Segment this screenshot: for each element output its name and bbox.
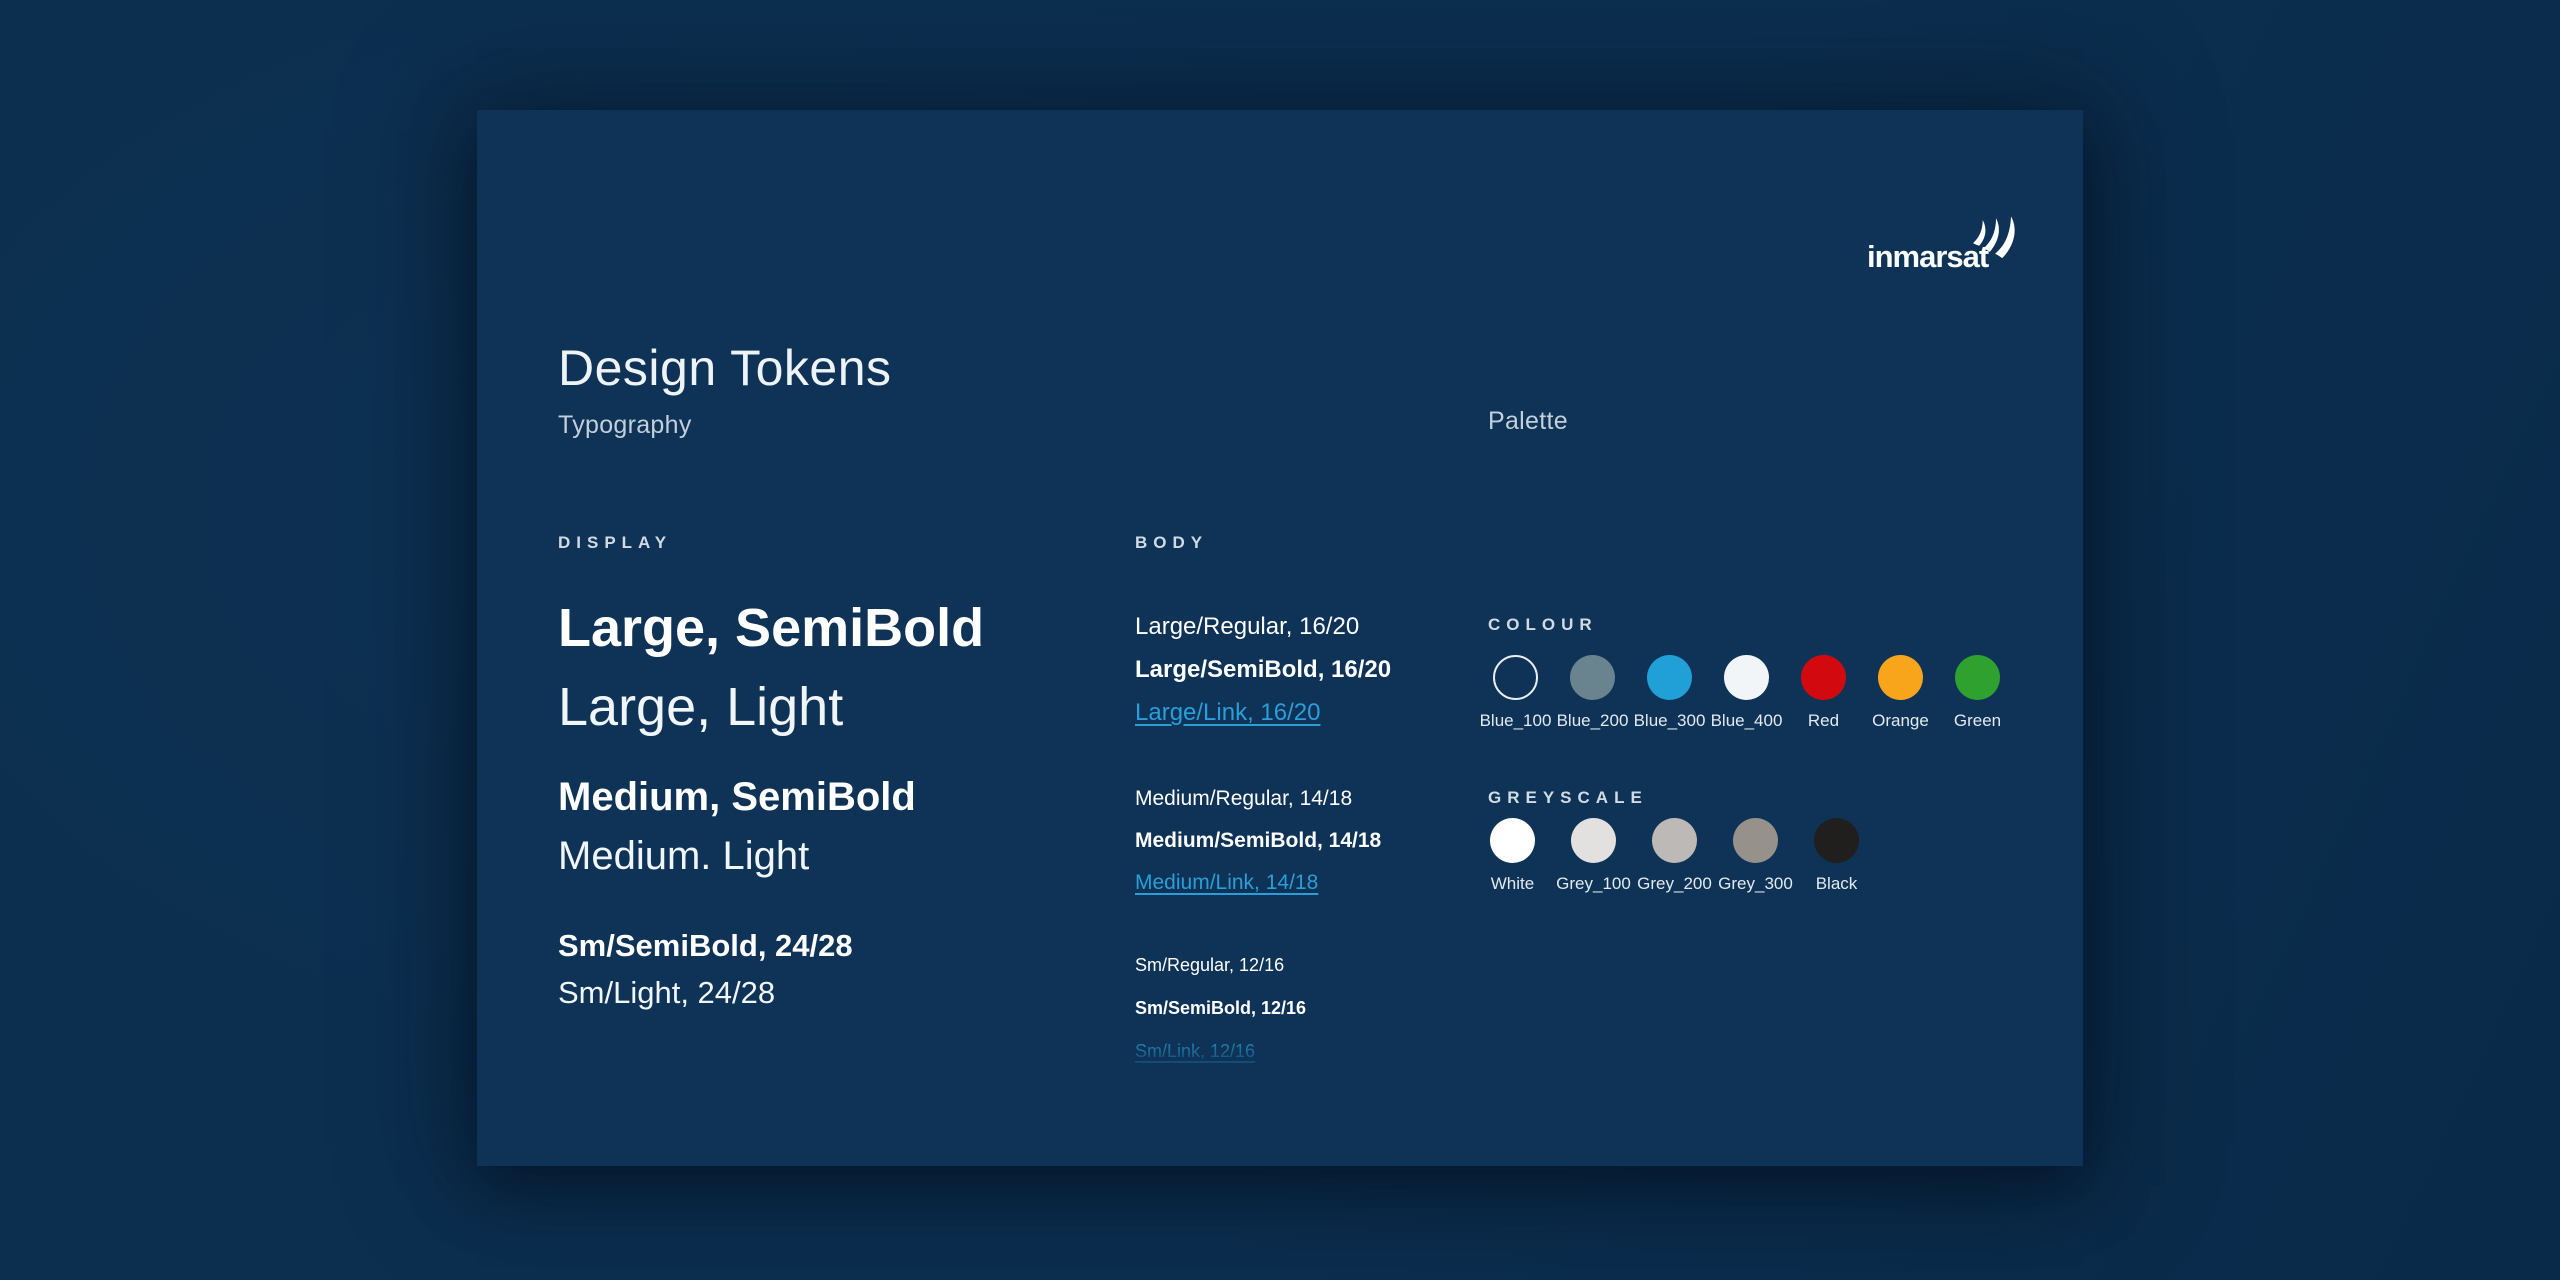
type-sample-medium-light: Medium. Light — [558, 834, 810, 878]
swatch-label-blue-100: Blue_100 — [1479, 711, 1552, 730]
swatch-label-grey-100: Grey_100 — [1556, 874, 1631, 893]
swatch-white: White — [1472, 818, 1553, 894]
greyscale-heading: GREYSCALE — [1488, 788, 1648, 807]
swatch-label-blue-200: Blue_200 — [1556, 711, 1629, 730]
palette-section-label: Palette — [1488, 407, 1568, 435]
body-sample-large-regular: Large/Regular, 16/20 — [1135, 613, 1360, 640]
swatch-circle-white — [1490, 818, 1535, 863]
body-sample-medium-link[interactable]: Medium/Link, 14/18 — [1135, 871, 1319, 894]
body-sample-medium-semibold: Medium/SemiBold, 14/18 — [1135, 829, 1382, 852]
type-sample-sm-light: Sm/Light, 24/28 — [558, 975, 776, 1010]
swatch-circle-blue-100 — [1493, 655, 1538, 700]
swatch-circle-grey-100 — [1571, 818, 1616, 863]
swatch-grey-100: Grey_100 — [1553, 818, 1634, 894]
body-sm-group: Sm/Regular, 12/16 Sm/SemiBold, 12/16 Sm/… — [1135, 953, 1465, 1063]
swatch-red: Red — [1785, 655, 1862, 731]
swatch-label-blue-400: Blue_400 — [1710, 711, 1783, 730]
colour-swatch-row: Blue_100 Blue_200 Blue_300 Blue_400 Red — [1477, 655, 2037, 731]
body-heading: BODY — [1135, 533, 1209, 552]
swatch-label-grey-200: Grey_200 — [1637, 874, 1712, 893]
inmarsat-wordmark: inmarsat — [1867, 239, 1989, 274]
swatch-grey-300: Grey_300 — [1715, 818, 1796, 894]
swatch-circle-blue-300 — [1647, 655, 1692, 700]
swatch-label-grey-300: Grey_300 — [1718, 874, 1793, 893]
body-sample-sm-link[interactable]: Sm/Link, 12/16 — [1135, 1041, 1256, 1061]
body-sample-sm-regular: Sm/Regular, 12/16 — [1135, 955, 1285, 975]
swatch-grey-200: Grey_200 — [1634, 818, 1715, 894]
design-tokens-card: Design Tokens inmarsat Typography Palett… — [477, 110, 2083, 1166]
swatch-green: Green — [1939, 655, 2016, 731]
swatch-circle-orange — [1878, 655, 1923, 700]
palette-column: COLOUR Blue_100 Blue_200 Blue_300 Blue_4… — [1477, 615, 2037, 894]
swatch-black: Black — [1796, 818, 1877, 894]
swatch-circle-black — [1814, 818, 1859, 863]
swatch-blue-100: Blue_100 — [1477, 655, 1554, 731]
swatch-blue-400: Blue_400 — [1708, 655, 1785, 731]
body-type-column: BODY Large/Regular, 16/20 Large/SemiBold… — [1135, 533, 1465, 1073]
swatch-circle-grey-300 — [1733, 818, 1778, 863]
swatch-label-orange: Orange — [1872, 711, 1929, 730]
swatch-label-green: Green — [1953, 711, 2002, 730]
body-medium-group: Medium/Regular, 14/18 Medium/SemiBold, 1… — [1135, 785, 1465, 896]
body-sample-sm-semibold: Sm/SemiBold, 12/16 — [1135, 998, 1307, 1018]
body-sample-medium-regular: Medium/Regular, 14/18 — [1135, 787, 1353, 810]
swatch-label-red: Red — [1807, 711, 1840, 730]
swatch-label-blue-300: Blue_300 — [1633, 711, 1706, 730]
swatch-circle-blue-200 — [1570, 655, 1615, 700]
page-title: Design Tokens — [558, 340, 892, 396]
swatch-label-black: Black — [1815, 874, 1858, 893]
body-sample-large-link[interactable]: Large/Link, 16/20 — [1135, 699, 1321, 726]
body-sample-large-semibold: Large/SemiBold, 16/20 — [1135, 656, 1392, 683]
display-type-column: DISPLAY Large, SemiBold Large, Light Med… — [558, 533, 1118, 1012]
swatch-circle-red — [1801, 655, 1846, 700]
type-sample-medium-semibold: Medium, SemiBold — [558, 775, 916, 819]
body-large-group: Large/Regular, 16/20 Large/SemiBold, 16/… — [1135, 612, 1465, 728]
type-sample-large-light: Large, Light — [558, 677, 844, 737]
inmarsat-logo: inmarsat — [1867, 213, 2025, 275]
display-heading: DISPLAY — [558, 533, 673, 552]
greyscale-swatch-row: White Grey_100 Grey_200 Grey_300 Black — [1472, 818, 2037, 894]
inmarsat-swoosh-icon — [1973, 216, 2015, 259]
swatch-circle-grey-200 — [1652, 818, 1697, 863]
type-sample-large-semibold: Large, SemiBold — [558, 598, 985, 658]
swatch-blue-200: Blue_200 — [1554, 655, 1631, 731]
colour-heading: COLOUR — [1488, 615, 1598, 634]
swatch-circle-green — [1955, 655, 2000, 700]
type-sample-sm-semibold: Sm/SemiBold, 24/28 — [558, 928, 853, 963]
swatch-label-white: White — [1490, 874, 1535, 893]
swatch-circle-blue-400 — [1724, 655, 1769, 700]
typography-section-label: Typography — [558, 411, 692, 439]
swatch-orange: Orange — [1862, 655, 1939, 731]
swatch-blue-300: Blue_300 — [1631, 655, 1708, 731]
